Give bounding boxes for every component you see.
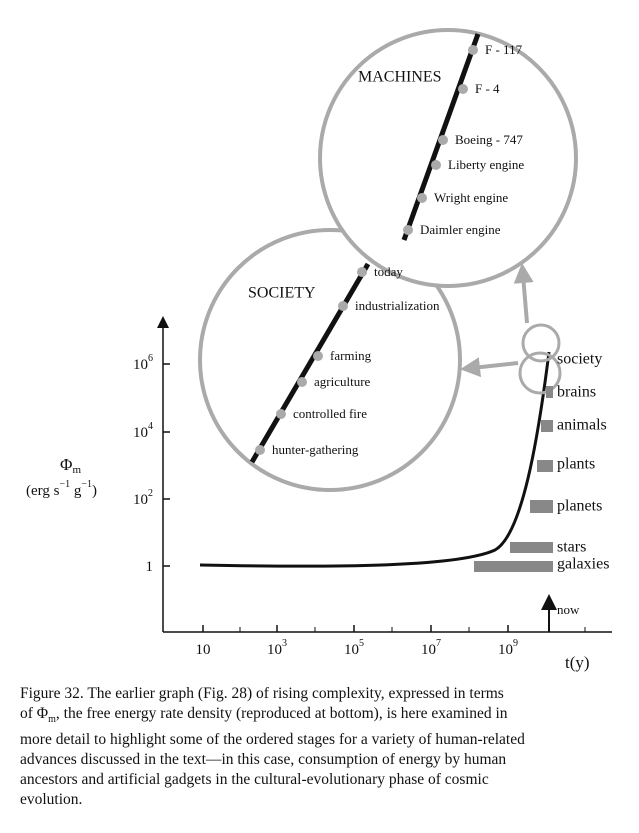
machines-point — [403, 225, 413, 235]
caption-line: evolution. — [20, 791, 83, 809]
tick-label: 105 — [344, 638, 364, 658]
society-point-label: farming — [330, 348, 372, 363]
tick-label: 104 — [133, 421, 153, 441]
stage-bar — [541, 420, 553, 432]
machines-point — [438, 135, 448, 145]
tick-label: 10 — [196, 642, 211, 658]
caption-line: advances discussed in the text—in this c… — [20, 751, 507, 769]
tick-base: 10 — [133, 357, 148, 373]
zoom-ring — [518, 351, 562, 395]
stage-label: planets — [557, 498, 602, 515]
tick-exponent: 4 — [148, 421, 153, 432]
machines-point — [417, 193, 427, 203]
tick-label: 102 — [133, 488, 153, 508]
society-point-label: hunter-gathering — [272, 442, 359, 457]
zoom-arrow — [460, 357, 519, 378]
figure: SOCIETY MACHINES Φm (erg s−1 g−1) t(y) n… — [26, 28, 612, 672]
machines-point-label: Liberty engine — [448, 157, 524, 172]
stage-bar — [546, 386, 553, 398]
machines-point — [431, 160, 441, 170]
society-title: SOCIETY — [248, 285, 316, 302]
machines-point-label: Boeing - 747 — [455, 132, 523, 147]
tick-label: 103 — [267, 638, 287, 658]
caption-post: , the free energy rate density (reproduc… — [55, 705, 508, 722]
tick-base: 1 — [146, 559, 154, 575]
y-axis-unit: (erg s−1 g−1) — [26, 479, 97, 499]
tick-label: 1 — [146, 559, 154, 575]
tick-base: 10 — [344, 642, 359, 658]
society-point — [276, 409, 286, 419]
tick-base: 10 — [133, 425, 148, 441]
stage-bar — [474, 561, 553, 572]
machines-point-label: F - 4 — [475, 81, 500, 96]
caption-line: of Φm, the free energy rate density (rep… — [20, 704, 630, 730]
complexity-curve — [199, 351, 551, 568]
society-line — [249, 262, 371, 464]
tick-exponent: 9 — [513, 638, 518, 649]
society-point — [255, 445, 265, 455]
society-point — [357, 267, 367, 277]
caption-line: ancestors and artificial gadgets in the … — [20, 771, 489, 789]
tick-exponent: 3 — [282, 638, 287, 649]
tick-base: 10 — [196, 642, 211, 658]
machines-point-label: F - 117 — [485, 42, 523, 57]
zoom-ring — [521, 323, 561, 363]
society-circle — [198, 228, 462, 492]
tick-exponent: 5 — [359, 638, 364, 649]
zoom-arrow — [513, 263, 534, 324]
y-axis-symbol: Φm — [60, 455, 81, 476]
tick-base: 10 — [498, 642, 513, 658]
tick-exponent: 7 — [436, 638, 441, 649]
caption: Figure 32. The earlier graph (Fig. 28) o… — [20, 684, 630, 810]
society-point — [297, 377, 307, 387]
stage-label: stars — [557, 539, 586, 556]
tick-label: 107 — [421, 638, 441, 658]
machines-circle — [318, 28, 578, 288]
stage-label: plants — [557, 456, 595, 473]
stage-bar — [530, 500, 553, 513]
caption-line: more detail to highlight some of the ord… — [20, 731, 525, 749]
society-point-label: today — [374, 264, 403, 279]
now-label: now — [557, 602, 580, 617]
stage-label: galaxies — [557, 556, 609, 573]
tick-base: 10 — [421, 642, 436, 658]
society-point-label: agriculture — [314, 374, 371, 389]
society-point — [313, 351, 323, 361]
machines-point — [458, 84, 468, 94]
tick-base: 10 — [267, 642, 282, 658]
stage-label: brains — [557, 384, 596, 401]
tick-exponent: 2 — [148, 488, 153, 499]
tick-base: 10 — [133, 492, 148, 508]
caption-pre: of — [20, 705, 37, 722]
stage-bar — [510, 542, 553, 553]
stage-label: animals — [557, 417, 607, 434]
stage-label: society — [557, 351, 602, 368]
machines-title: MACHINES — [358, 69, 442, 86]
stage-bar — [537, 460, 553, 472]
caption-symbol: Φ — [36, 705, 49, 722]
tick-label: 109 — [498, 638, 518, 658]
machines-point — [468, 45, 478, 55]
society-point-label: controlled fire — [293, 406, 367, 421]
machines-point-label: Daimler engine — [420, 222, 501, 237]
society-point — [338, 301, 348, 311]
machines-point-label: Wright engine — [434, 190, 508, 205]
society-point-label: industrialization — [355, 298, 440, 313]
tick-exponent: 6 — [148, 353, 153, 364]
tick-label: 106 — [133, 353, 153, 373]
x-axis-label: t(y) — [565, 653, 590, 672]
caption-sub: m — [48, 714, 56, 726]
caption-line: Figure 32. The earlier graph (Fig. 28) o… — [20, 685, 504, 702]
